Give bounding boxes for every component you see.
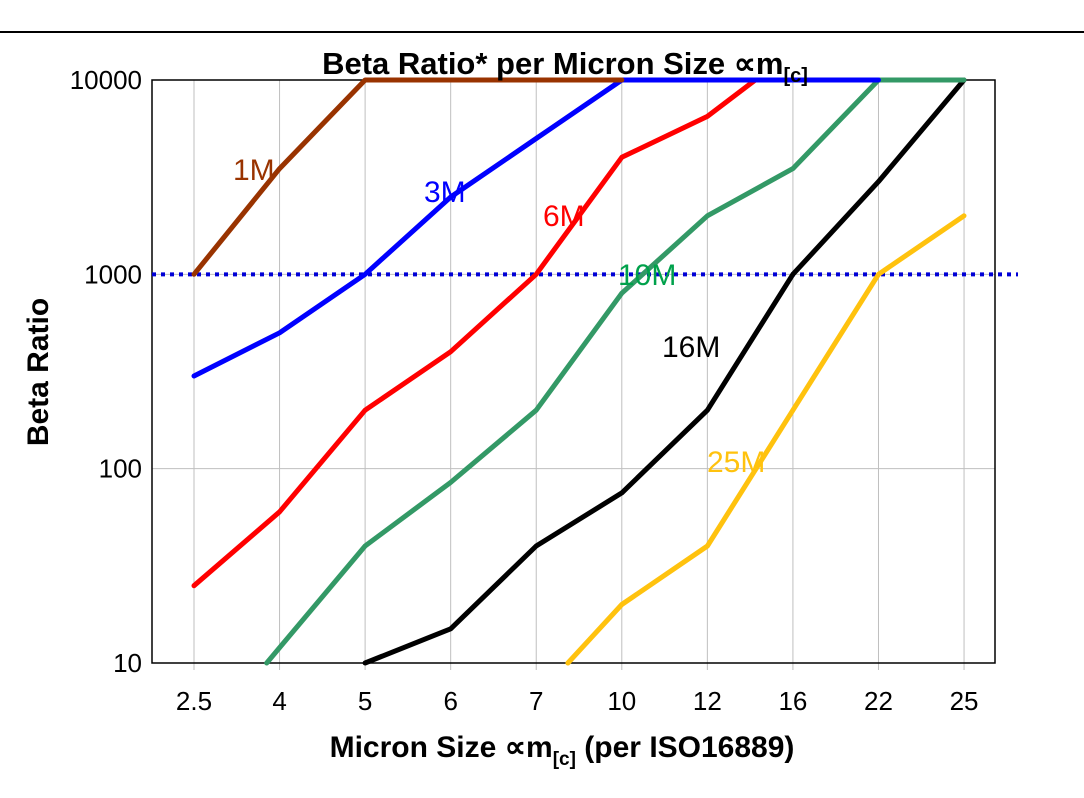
series-label-6M: 6M	[543, 200, 585, 233]
x-tick-6: 6	[443, 686, 457, 716]
chart-title: Beta Ratio* per Micron Size ∝m[c]	[322, 46, 808, 87]
series-line-1M	[191, 77, 625, 277]
x-tick-10: 10	[607, 686, 636, 716]
y-axis-title: Beta Ratio	[22, 298, 55, 446]
x-tick-16: 16	[778, 686, 807, 716]
series-label-16M: 16M	[662, 331, 720, 364]
series-line-6M	[191, 77, 758, 589]
series-line-10M	[264, 77, 967, 666]
x-tick-25: 25	[950, 686, 979, 716]
x-tick-5: 5	[358, 686, 372, 716]
x-tick-22: 22	[864, 686, 893, 716]
x-tick-4: 4	[272, 686, 286, 716]
series-label-1M: 1M	[233, 154, 275, 187]
series-line-25M	[565, 213, 967, 666]
y-tick-10000: 10000	[70, 65, 142, 95]
series-line-16M	[362, 77, 967, 666]
series-label-10M: 10M	[618, 259, 676, 292]
y-tick-1000: 1000	[84, 259, 142, 289]
x-axis-title: Micron Size ∝m[c] (per ISO16889)	[330, 731, 795, 770]
x-tick-12: 12	[693, 686, 722, 716]
top-border-line	[0, 31, 1084, 33]
series-label-3M: 3M	[424, 176, 466, 209]
y-tick-100: 100	[99, 454, 142, 484]
series-label-25M: 25M	[707, 446, 765, 479]
y-tick-10: 10	[113, 648, 142, 678]
x-tick-7: 7	[529, 686, 543, 716]
x-tick-2.5: 2.5	[176, 686, 212, 716]
